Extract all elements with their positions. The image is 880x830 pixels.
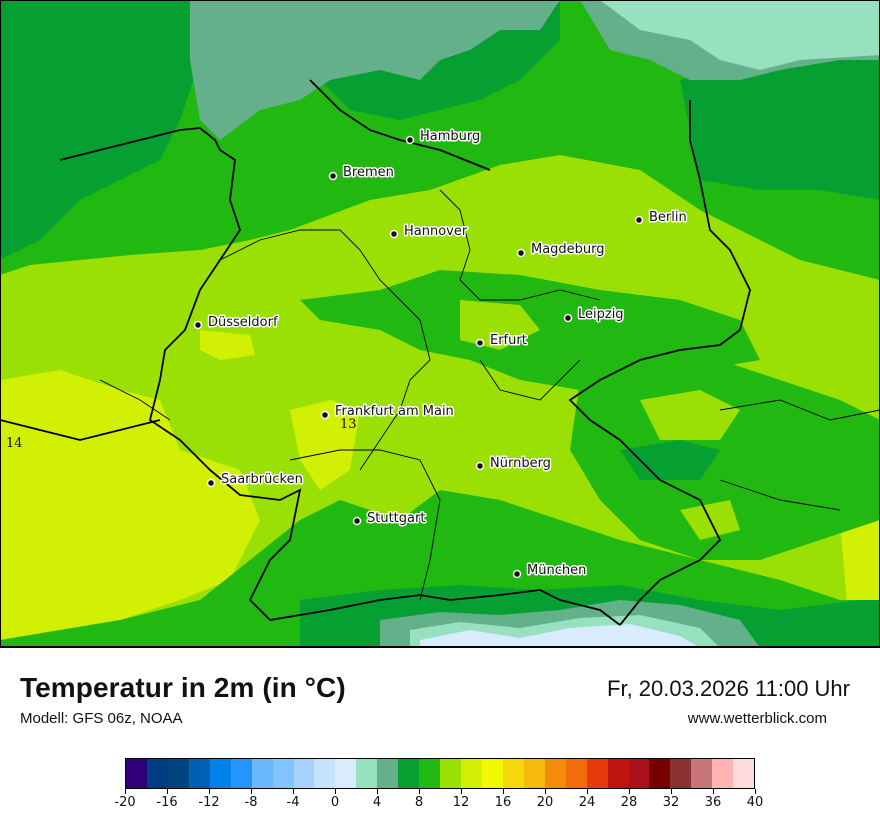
city-muenchen: München	[512, 562, 588, 580]
svg-text:Bremen: Bremen	[343, 165, 394, 180]
svg-text:Hannover: Hannover	[404, 224, 468, 239]
colorbar-tick	[587, 789, 588, 794]
map-title: Temperatur in 2m (in °C)	[20, 672, 346, 703]
svg-text:Magdeburg: Magdeburg	[531, 242, 605, 257]
colorbar-tick-label: -12	[198, 795, 220, 810]
city-berlin: Berlin	[634, 209, 688, 227]
svg-text:Leipzig: Leipzig	[578, 307, 624, 322]
colorbar-segment	[502, 759, 524, 788]
colorbar-tick-label: 28	[620, 795, 638, 810]
website-link[interactable]: www.wetterblick.com	[687, 710, 827, 727]
colorbar-tick-label: 24	[578, 795, 596, 810]
colorbar-tick-label: 12	[452, 795, 470, 810]
colorbar-tick	[125, 789, 126, 794]
colorbar-tick	[503, 789, 504, 794]
valid-datetime: Fr, 20.03.2026 11:00 Uhr	[607, 676, 850, 701]
temperature-map: 14 13 Hamburg Bremen Berlin Hannover Mag…	[0, 0, 880, 648]
colorbar-segment	[272, 759, 294, 788]
city-saarbruecken: Saarbrücken	[206, 471, 304, 489]
colorbar-tick	[377, 789, 378, 794]
colorbar-tick	[167, 789, 168, 794]
colorbar-tick	[335, 789, 336, 794]
svg-text:Hamburg: Hamburg	[420, 129, 480, 144]
svg-text:Saarbrücken: Saarbrücken	[221, 472, 303, 487]
colorbar-tick-label: 0	[330, 795, 340, 810]
city-hannover: Hannover	[389, 223, 469, 241]
temperature-colorbar	[125, 758, 755, 789]
colorbar-segment	[733, 759, 755, 788]
model-info: Modell: GFS 06z, NOAA	[20, 710, 183, 727]
svg-text:Stuttgart: Stuttgart	[367, 511, 425, 526]
colorbar-tick-label: 8	[414, 795, 424, 810]
colorbar-tick-label: 16	[494, 795, 512, 810]
colorbar-tick	[419, 789, 420, 794]
colorbar-segment	[146, 759, 168, 788]
colorbar-segment	[712, 759, 734, 788]
colorbar-tick	[251, 789, 252, 794]
colorbar-tick-label: -8	[244, 795, 258, 810]
colorbar-segment	[314, 759, 336, 788]
colorbar-segment	[523, 759, 545, 788]
svg-text:Düsseldorf: Düsseldorf	[208, 315, 278, 330]
colorbar-segment	[461, 759, 482, 788]
colorbar-tick	[461, 789, 462, 794]
city-stuttgart: Stuttgart	[352, 510, 427, 528]
svg-text:Nürnberg: Nürnberg	[490, 456, 551, 471]
colorbar-segment	[670, 759, 692, 788]
svg-text:Erfurt: Erfurt	[490, 333, 527, 348]
colorbar-segment	[398, 759, 420, 788]
colorbar-tick	[293, 789, 294, 794]
colorbar-segment	[126, 759, 147, 788]
city-erfurt: Erfurt	[475, 332, 528, 350]
svg-text:Berlin: Berlin	[649, 210, 687, 225]
colorbar-segment	[649, 759, 671, 788]
city-bremen: Bremen	[328, 164, 395, 182]
city-hamburg: Hamburg	[405, 128, 482, 146]
colorbar-segment	[691, 759, 713, 788]
colorbar-segment	[544, 759, 566, 788]
colorbar-segment	[481, 759, 503, 788]
colorbar-segment	[356, 759, 378, 788]
colorbar-segment	[607, 759, 629, 788]
colorbar-segment	[188, 759, 210, 788]
city-duesseldorf: Düsseldorf	[193, 314, 279, 332]
colorbar-tick-label: 4	[372, 795, 382, 810]
colorbar-tick-label: -4	[286, 795, 300, 810]
colorbar-tick	[755, 789, 756, 794]
colorbar-segment	[230, 759, 252, 788]
colorbar-tick-label: 36	[704, 795, 722, 810]
city-frankfurt: Frankfurt am Main	[320, 403, 455, 421]
contour-label-14: 14	[6, 436, 23, 451]
colorbar-tick	[545, 789, 546, 794]
contour-label-13: 13	[340, 417, 357, 432]
colorbar-segment	[586, 759, 608, 788]
colorbar-tick-label: -20	[114, 795, 136, 810]
colorbar-tick	[713, 789, 714, 794]
colorbar-segment	[440, 759, 461, 788]
colorbar-tick-label: 40	[746, 795, 764, 810]
colorbar-tick	[209, 789, 210, 794]
colorbar-segment	[251, 759, 273, 788]
colorbar-tick-label: 20	[536, 795, 554, 810]
colorbar-segment	[565, 759, 587, 788]
country-borders	[0, 79, 751, 626]
city-magdeburg: Magdeburg	[516, 241, 606, 259]
colorbar-segment	[628, 759, 650, 788]
colorbar-ticks: -20 -16 -12 -8 -4 0 4 8 12 16 20 24 28 32 36 40	[114, 789, 763, 829]
svg-text:München: München	[527, 563, 586, 578]
colorbar-segment	[293, 759, 315, 788]
colorbar-segment	[209, 759, 231, 788]
city-nuernberg: Nürnberg	[475, 455, 552, 473]
state-borders	[99, 189, 880, 601]
colorbar-tick-label: -16	[156, 795, 178, 810]
colorbar-segment	[419, 759, 441, 788]
svg-text:Frankfurt am Main: Frankfurt am Main	[335, 404, 454, 419]
colorbar-segment	[377, 759, 399, 788]
colorbar-segment	[335, 759, 357, 788]
colorbar-tick-label: 32	[662, 795, 680, 810]
city-leipzig: Leipzig	[563, 306, 625, 324]
colorbar-segment	[167, 759, 189, 788]
colorbar-tick	[629, 789, 630, 794]
colorbar-tick	[671, 789, 672, 794]
